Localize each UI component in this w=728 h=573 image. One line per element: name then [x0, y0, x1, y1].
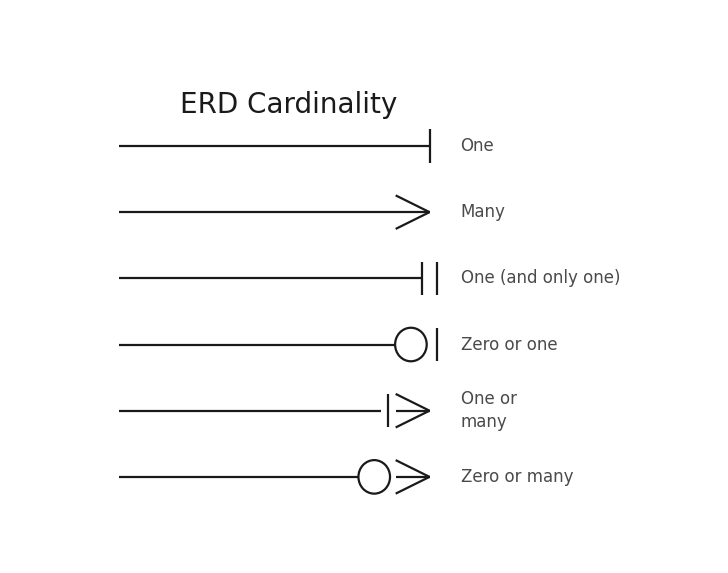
- Text: Zero or many: Zero or many: [461, 468, 573, 486]
- Text: Many: Many: [461, 203, 505, 221]
- Text: ERD Cardinality: ERD Cardinality: [180, 91, 397, 119]
- Text: One: One: [461, 137, 494, 155]
- Text: One or
many: One or many: [461, 390, 517, 431]
- Text: One (and only one): One (and only one): [461, 269, 620, 287]
- Text: Zero or one: Zero or one: [461, 336, 557, 354]
